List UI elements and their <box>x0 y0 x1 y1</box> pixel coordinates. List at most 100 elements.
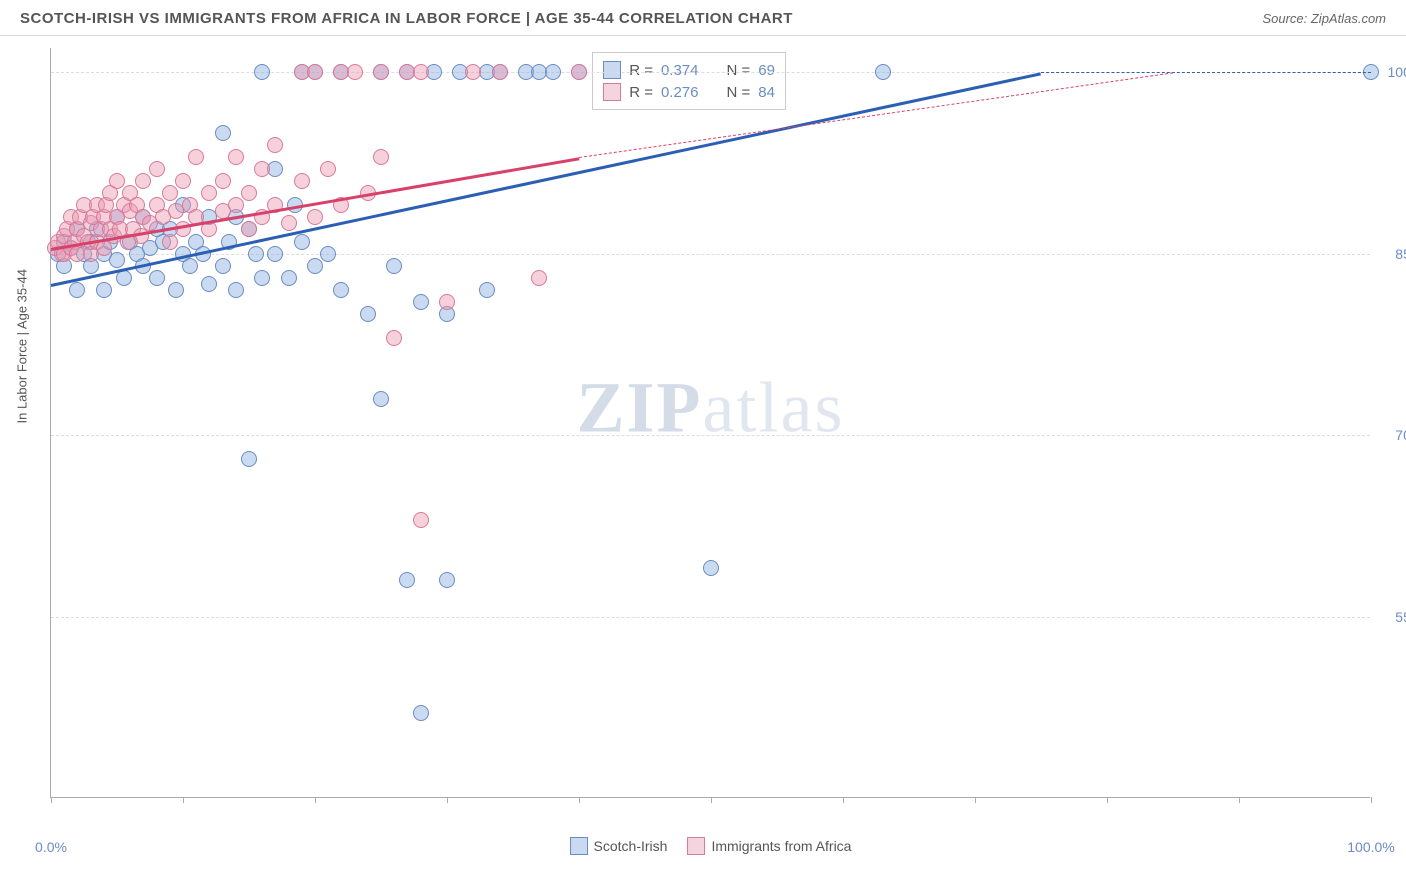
x-tick <box>579 797 580 803</box>
data-point <box>254 161 270 177</box>
n-label: N = <box>727 84 751 101</box>
stats-row: R = 0.374 N = 69 <box>603 59 775 81</box>
data-point <box>333 282 349 298</box>
data-point <box>241 221 257 237</box>
n-value: 84 <box>758 84 775 101</box>
legend-label: Immigrants from Africa <box>711 838 851 854</box>
legend-label: Scotch-Irish <box>594 838 668 854</box>
data-point <box>168 282 184 298</box>
data-point <box>294 234 310 250</box>
data-point <box>439 572 455 588</box>
data-point <box>281 215 297 231</box>
x-tick <box>1239 797 1240 803</box>
legend-swatch <box>570 837 588 855</box>
data-point <box>703 560 719 576</box>
data-point <box>413 294 429 310</box>
x-tick <box>51 797 52 803</box>
x-tick <box>843 797 844 803</box>
data-point <box>215 173 231 189</box>
chart-header: SCOTCH-IRISH VS IMMIGRANTS FROM AFRICA I… <box>0 0 1406 36</box>
data-point <box>69 282 85 298</box>
x-tick <box>975 797 976 803</box>
bottom-legend: Scotch-Irish Immigrants from Africa <box>570 837 852 855</box>
n-value: 69 <box>758 62 775 79</box>
data-point <box>875 64 891 80</box>
data-point <box>109 173 125 189</box>
r-label: R = <box>629 62 653 79</box>
data-point <box>320 161 336 177</box>
x-tick <box>711 797 712 803</box>
y-tick-label: 85.0% <box>1395 246 1406 262</box>
data-point <box>175 173 191 189</box>
data-point <box>162 234 178 250</box>
x-tick <box>1371 797 1372 803</box>
data-point <box>545 64 561 80</box>
plot-area: ZIPatlas R =0.374N =69R =0.276N =84 Scot… <box>50 48 1370 798</box>
gridline <box>51 617 1370 618</box>
data-point <box>149 270 165 286</box>
source-attribution: Source: ZipAtlas.com <box>1262 11 1386 26</box>
data-point <box>201 276 217 292</box>
data-point <box>307 209 323 225</box>
stats-legend: R = 0.374 N = 69 R = 0.276 N = 84 <box>592 52 786 110</box>
data-point <box>228 197 244 213</box>
data-point <box>228 149 244 165</box>
y-tick-label: 55.0% <box>1395 609 1406 625</box>
data-point <box>571 64 587 80</box>
data-point <box>254 64 270 80</box>
trend-line-dashed <box>1041 72 1371 73</box>
data-point <box>267 137 283 153</box>
legend-swatch <box>687 837 705 855</box>
data-point <box>439 294 455 310</box>
r-value: 0.276 <box>661 84 699 101</box>
data-point <box>373 391 389 407</box>
data-point <box>162 185 178 201</box>
x-tick <box>183 797 184 803</box>
n-label: N = <box>727 62 751 79</box>
data-point <box>201 185 217 201</box>
data-point <box>182 258 198 274</box>
data-point <box>241 451 257 467</box>
watermark: ZIPatlas <box>577 366 845 449</box>
data-point <box>267 246 283 262</box>
data-point <box>188 149 204 165</box>
x-tick <box>315 797 316 803</box>
r-value: 0.374 <box>661 62 699 79</box>
x-tick <box>447 797 448 803</box>
data-point <box>241 185 257 201</box>
data-point <box>399 572 415 588</box>
r-label: R = <box>629 84 653 101</box>
data-point <box>248 246 264 262</box>
data-point <box>294 173 310 189</box>
data-point <box>360 306 376 322</box>
data-point <box>135 173 151 189</box>
x-tick-label: 0.0% <box>35 839 67 855</box>
data-point <box>228 282 244 298</box>
y-axis-title: In Labor Force | Age 35-44 <box>15 269 30 423</box>
data-point <box>307 64 323 80</box>
data-point <box>215 125 231 141</box>
x-tick-label: 100.0% <box>1347 839 1394 855</box>
legend-swatch <box>603 61 621 79</box>
data-point <box>215 258 231 274</box>
data-point <box>386 258 402 274</box>
chart-container: In Labor Force | Age 35-44 ZIPatlas R = 0… <box>0 36 1406 886</box>
data-point <box>307 258 323 274</box>
y-tick-label: 70.0% <box>1395 427 1406 443</box>
data-point <box>531 270 547 286</box>
data-point <box>149 161 165 177</box>
stats-row: R = 0.276 N = 84 <box>603 81 775 103</box>
data-point <box>320 246 336 262</box>
data-point <box>96 282 112 298</box>
data-point <box>465 64 481 80</box>
data-point <box>413 64 429 80</box>
x-tick <box>1107 797 1108 803</box>
data-point <box>281 270 297 286</box>
data-point <box>109 252 125 268</box>
data-point <box>254 270 270 286</box>
trend-line <box>51 72 1042 287</box>
data-point <box>386 330 402 346</box>
legend-swatch <box>603 83 621 101</box>
data-point <box>479 282 495 298</box>
data-point <box>413 705 429 721</box>
